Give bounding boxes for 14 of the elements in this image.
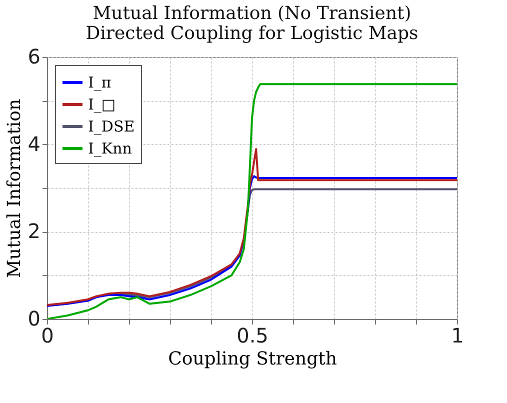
x-tick-label: 1 (451, 324, 464, 348)
legend-label: I_Knn (88, 140, 132, 158)
text: Mutual Information (No Transient) (92, 3, 412, 24)
legend-label: I_π (88, 74, 112, 92)
x-tick-label: 0.5 (236, 324, 268, 348)
text: Directed Coupling for Logistic Maps (86, 23, 418, 44)
y-tick-label: 0 (28, 306, 40, 330)
legend-label: I_DSE (88, 118, 135, 136)
y-tick-label: 6 (28, 44, 40, 68)
y-tick-label: 2 (28, 219, 40, 244)
legend-label: I_□ (88, 96, 116, 114)
y-tick-label: 4 (28, 132, 40, 156)
x-axis-title: Coupling Strength (168, 348, 338, 370)
y-axis-title: Mutual Information (4, 98, 25, 278)
